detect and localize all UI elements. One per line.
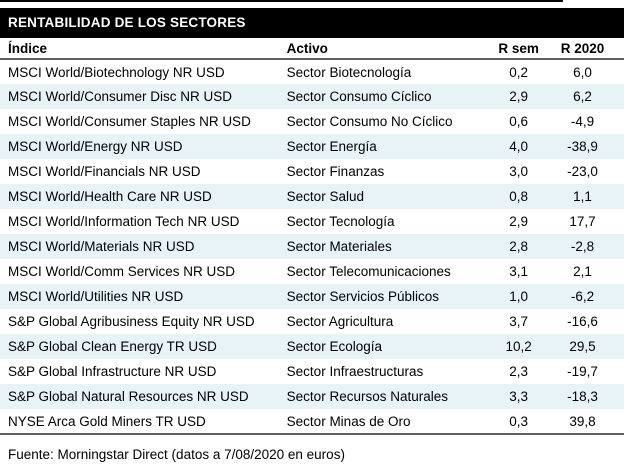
r2020-cell: 17,7 — [569, 214, 596, 229]
column-header-indice: Índice — [0, 38, 287, 60]
indice-cell: MSCI World/Financials NR USD — [8, 164, 201, 179]
indice-cell: MSCI World/Comm Services NR USD — [8, 264, 236, 279]
rsem-cell: 0,8 — [509, 189, 529, 204]
table-row: MSCI World/Consumer Staples NR USD Secto… — [0, 109, 624, 134]
rsem-cell: 10,2 — [505, 339, 532, 354]
rsem-cell: 3,1 — [509, 264, 529, 279]
rsem-cell: 1,0 — [509, 289, 529, 304]
indice-cell: S&P Global Clean Energy TR USD — [8, 339, 217, 354]
table-row: MSCI World/Financials NR USD Sector Fina… — [0, 159, 624, 184]
indice-cell: MSCI World/Consumer Disc NR USD — [8, 89, 233, 104]
table-row: MSCI World/Utilities NR USD Sector Servi… — [0, 284, 624, 309]
indice-cell: S&P Global Infrastructure NR USD — [8, 364, 217, 379]
table-row: MSCI World/Comm Services NR USD Sector T… — [0, 259, 624, 284]
activo-cell: Sector Minas de Oro — [286, 409, 489, 435]
table-row: MSCI World/Energy NR USD Sector Energía … — [0, 134, 624, 159]
r2020-cell: -23,0 — [567, 164, 598, 179]
column-header-activo: Activo — [286, 38, 489, 60]
r2020-cell: -16,6 — [567, 314, 598, 329]
table-row: MSCI World/Health Care NR USD Sector Sal… — [0, 184, 624, 209]
r2020-cell: 39,8 — [549, 409, 624, 435]
indice-cell: MSCI World/Materials NR USD — [8, 239, 195, 254]
r2020-cell: -4,9 — [570, 114, 595, 129]
column-header-r2020: R 2020 — [549, 38, 624, 60]
table-row: S&P Global Infrastructure NR USD Sector … — [0, 359, 624, 384]
activo-cell: Sector Tecnología — [286, 214, 395, 229]
r2020-cell: -6,2 — [570, 289, 595, 304]
table-row: S&P Global Clean Energy TR USD Sector Ec… — [0, 334, 624, 359]
top-border-line — [0, 0, 563, 2]
r2020-cell: 2,1 — [573, 264, 592, 279]
activo-cell: Sector Materiales — [286, 239, 392, 254]
activo-cell: Sector Consumo No Cíclico — [286, 114, 453, 129]
indice-cell: MSCI World/Utilities NR USD — [8, 289, 184, 304]
rsem-cell: 0,6 — [509, 114, 529, 129]
r2020-cell: -18,3 — [567, 389, 598, 404]
r2020-cell: 6,0 — [573, 64, 592, 80]
activo-cell: Sector Telecomunicaciones — [286, 264, 451, 279]
indice-cell: S&P Global Agribusiness Equity NR USD — [8, 314, 255, 329]
table-row: MSCI World/Consumer Disc NR USD Sector C… — [0, 84, 624, 109]
r2020-cell: 29,5 — [569, 339, 596, 354]
r2020-cell: 1,1 — [573, 189, 592, 204]
rsem-cell: 2,9 — [509, 89, 529, 104]
rsem-cell: 3,0 — [509, 164, 529, 179]
indice-cell: MSCI World/Information Tech NR USD — [8, 214, 240, 229]
table-row: NYSE Arca Gold Miners TR USD Sector Mina… — [0, 409, 624, 435]
indice-cell: S&P Global Natural Resources NR USD — [8, 389, 249, 404]
table-title-bar: RENTABILIDAD DE LOS SECTORES — [0, 8, 624, 38]
r2020-cell: -2,8 — [570, 239, 595, 254]
rsem-cell: 2,8 — [509, 239, 529, 254]
activo-cell: Sector Infraestructuras — [286, 364, 424, 379]
rsem-cell: 3,7 — [509, 314, 529, 329]
activo-cell: Sector Consumo Cíclico — [286, 89, 432, 104]
indice-cell: MSCI World/Health Care NR USD — [8, 189, 212, 204]
table-row: S&P Global Natural Resources NR USD Sect… — [0, 384, 624, 409]
table-row: MSCI World/Information Tech NR USD Secto… — [0, 209, 624, 234]
indice-cell: MSCI World/Energy NR USD — [8, 139, 183, 154]
rsem-cell: 0,2 — [509, 64, 529, 80]
activo-cell: Sector Recursos Naturales — [286, 389, 448, 404]
sectors-table: Índice Activo R sem R 2020 MSCI World/Bi… — [0, 38, 624, 435]
column-header-rsem: R sem — [488, 38, 550, 60]
table-row: S&P Global Agribusiness Equity NR USD Se… — [0, 309, 624, 334]
activo-cell: Sector Servicios Públicos — [286, 289, 439, 304]
indice-cell: MSCI World/Consumer Staples NR USD — [8, 114, 251, 129]
activo-cell: Sector Salud — [286, 189, 364, 204]
table-header: Índice Activo R sem R 2020 — [0, 38, 624, 60]
table-row: MSCI World/Biotechnology NR USD Sector B… — [0, 59, 624, 84]
header-row: Índice Activo R sem R 2020 — [0, 38, 624, 60]
activo-cell: Sector Ecología — [286, 339, 382, 354]
rsem-cell: 2,3 — [509, 364, 529, 379]
activo-cell: Sector Biotecnología — [286, 64, 412, 80]
rsem-cell: 0,3 — [488, 409, 550, 435]
activo-cell: Sector Energía — [286, 139, 377, 154]
rsem-cell: 2,9 — [509, 214, 529, 229]
r2020-cell: -19,7 — [567, 364, 598, 379]
rsem-cell: 4,0 — [509, 139, 529, 154]
source-footnote: Fuente: Morningstar Direct (datos a 7/08… — [8, 447, 345, 462]
table-body: MSCI World/Biotechnology NR USD Sector B… — [0, 59, 624, 435]
table-row: MSCI World/Materials NR USD Sector Mater… — [0, 234, 624, 259]
activo-cell: Sector Agricultura — [286, 314, 394, 329]
rsem-cell: 3,3 — [509, 389, 529, 404]
activo-cell: Sector Finanzas — [286, 164, 385, 179]
indice-cell: NYSE Arca Gold Miners TR USD — [0, 409, 287, 435]
indice-cell: MSCI World/Biotechnology NR USD — [8, 64, 225, 80]
r2020-cell: 6,2 — [573, 89, 592, 104]
r2020-cell: -38,9 — [567, 139, 598, 154]
